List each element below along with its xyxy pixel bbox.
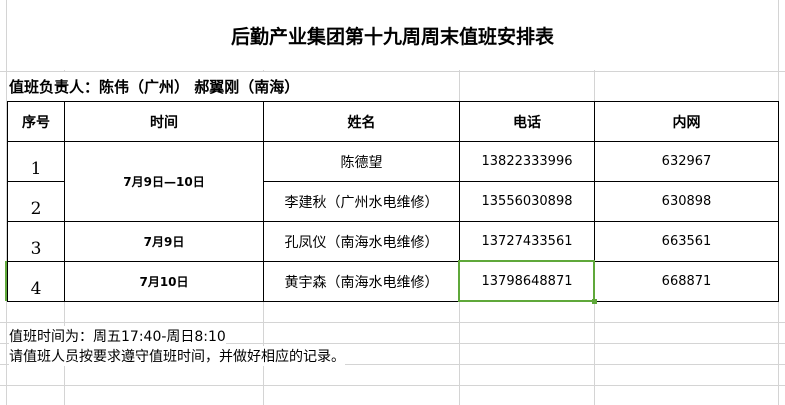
phone-cell[interactable]: 13822333996: [459, 141, 595, 182]
sheet-title[interactable]: 后勤产业集团第十九周周末值班安排表: [7, 0, 778, 70]
row-index[interactable]: 1: [7, 141, 65, 182]
intranet-cell[interactable]: 663561: [594, 221, 779, 262]
intranet-cell[interactable]: 630898: [594, 181, 779, 222]
duty-manager-line[interactable]: 值班负责人：陈伟（广州） 郝翼刚（南海）: [9, 72, 449, 101]
phone-cell[interactable]: 13727433561: [459, 221, 595, 262]
row-index[interactable]: 2: [7, 181, 65, 222]
phone-cell[interactable]: 13556030898: [459, 181, 595, 222]
name-cell[interactable]: 孔凤仪（南海水电维修）: [263, 221, 460, 262]
intranet-cell[interactable]: 668871: [594, 261, 779, 302]
note-instructions[interactable]: 请值班人员按要求遵守值班时间，并做好相应的记录。: [9, 346, 345, 366]
cell-selection: [458, 260, 595, 302]
header-phone[interactable]: 电话: [459, 101, 595, 142]
time-cell[interactable]: 7月9日: [64, 221, 264, 262]
name-cell[interactable]: 黄宇森（南海水电维修）: [263, 261, 460, 302]
active-row-marker: [5, 261, 7, 301]
row-index[interactable]: 3: [7, 221, 65, 262]
time-cell[interactable]: 7月10日: [64, 261, 264, 302]
row-index[interactable]: 4: [7, 261, 65, 302]
header-index[interactable]: 序号: [7, 101, 65, 142]
time-cell[interactable]: 7月9日—10日: [64, 141, 264, 222]
header-time[interactable]: 时间: [64, 101, 264, 142]
name-cell[interactable]: 李建秋（广州水电维修）: [263, 181, 460, 222]
name-cell[interactable]: 陈德望: [263, 141, 460, 182]
note-duty-time[interactable]: 值班时间为：周五17:40-周日8:10: [9, 326, 226, 346]
header-intranet[interactable]: 内网: [594, 101, 779, 142]
header-name[interactable]: 姓名: [263, 101, 460, 142]
fill-handle[interactable]: [592, 299, 597, 304]
intranet-cell[interactable]: 632967: [594, 141, 779, 182]
